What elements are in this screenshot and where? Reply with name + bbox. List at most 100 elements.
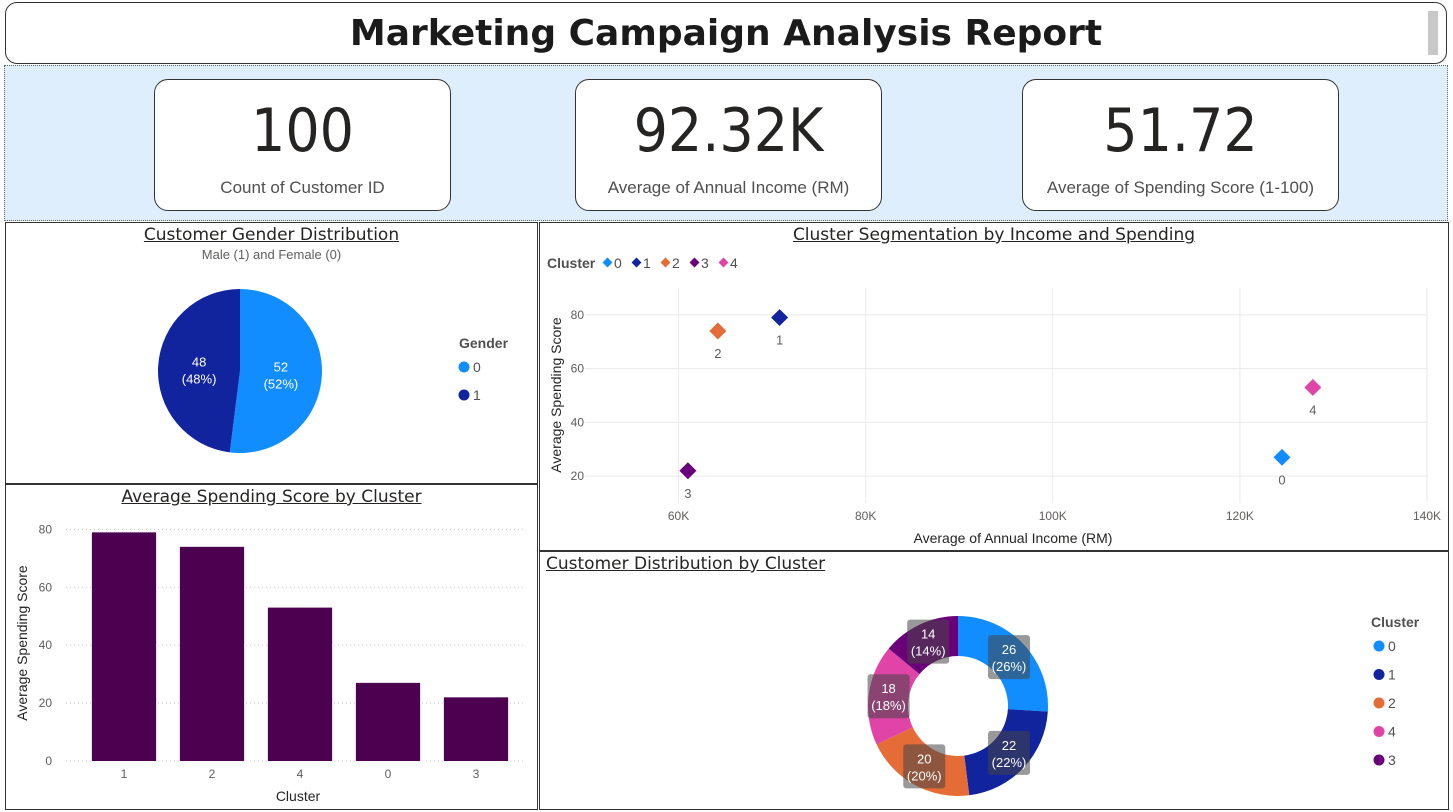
legend-marker-0 bbox=[1373, 640, 1385, 652]
kpi-value: 51.72 bbox=[1103, 96, 1258, 166]
slice-percent-label: (48%) bbox=[182, 371, 217, 386]
y-tick-label: 0 bbox=[45, 754, 52, 768]
kpi-label: Average of Spending Score (1-100) bbox=[1046, 178, 1315, 197]
y-tick-label: 80 bbox=[39, 522, 53, 536]
y-tick-label: 80 bbox=[571, 308, 585, 322]
point-label: 1 bbox=[776, 333, 783, 348]
legend-marker-3 bbox=[689, 257, 700, 268]
gender-distribution-panel[interactable]: Customer Gender Distribution Male (1) an… bbox=[5, 222, 538, 484]
legend-marker-0 bbox=[458, 361, 470, 373]
spending-bar-chart: Cluster Average Spending Score 020406080… bbox=[14, 522, 526, 804]
kpi-value: 100 bbox=[250, 96, 354, 166]
bar-cluster-2 bbox=[179, 546, 245, 761]
x-tick-label: 80K bbox=[855, 509, 876, 523]
slice-label-background bbox=[867, 674, 910, 719]
x-tick-label: 60K bbox=[668, 509, 689, 523]
slice-percent-label: (20%) bbox=[907, 768, 942, 783]
legend-label-1: 1 bbox=[473, 387, 481, 403]
y-tick-label: 60 bbox=[571, 362, 585, 376]
report-title-bar: Marketing Campaign Analysis Report bbox=[5, 2, 1447, 64]
panel-title: Customer Distribution by Cluster bbox=[546, 554, 826, 574]
kpi-card-customer-count[interactable]: 100 Count of Customer ID bbox=[154, 79, 451, 211]
scatter-point-cluster-2 bbox=[709, 322, 727, 340]
slice-value-label: 20 bbox=[917, 751, 931, 766]
legend-title: Cluster bbox=[1371, 614, 1420, 630]
legend-marker-3 bbox=[1373, 754, 1385, 766]
legend-title: Gender bbox=[459, 335, 509, 351]
slice-label-background bbox=[903, 744, 946, 789]
spending-by-cluster-panel[interactable]: Average Spending Score by Cluster Cluste… bbox=[5, 484, 538, 810]
legend-label-3: 3 bbox=[1388, 752, 1396, 768]
panel-title: Average Spending Score by Cluster bbox=[121, 487, 422, 507]
legend-label-2: 2 bbox=[672, 255, 680, 271]
bar-cluster-0 bbox=[355, 682, 421, 761]
bar-cluster-1 bbox=[91, 532, 157, 761]
point-label: 0 bbox=[1278, 472, 1285, 487]
x-tick-label: 1 bbox=[121, 767, 128, 781]
legend-marker-2 bbox=[660, 257, 671, 268]
legend-label-1: 1 bbox=[1388, 667, 1396, 683]
slice-value-label: 14 bbox=[921, 627, 935, 642]
y-tick-label: 40 bbox=[39, 638, 53, 652]
cluster-segmentation-panel[interactable]: Cluster Segmentation by Income and Spend… bbox=[539, 222, 1449, 551]
point-label: 3 bbox=[684, 486, 691, 501]
slice-percent-label: (22%) bbox=[992, 755, 1027, 770]
x-tick-label: 3 bbox=[473, 767, 480, 781]
legend-label-4: 4 bbox=[1388, 724, 1396, 740]
slice-value-label: 22 bbox=[1002, 738, 1016, 753]
kpi-label: Average of Annual Income (RM) bbox=[607, 178, 850, 197]
x-tick-label: 2 bbox=[209, 767, 216, 781]
legend-marker-2 bbox=[1373, 697, 1385, 709]
pie-slice-1 bbox=[157, 289, 240, 453]
slice-percent-label: (26%) bbox=[992, 659, 1027, 674]
point-label: 2 bbox=[714, 346, 721, 361]
report-title: Marketing Campaign Analysis Report bbox=[349, 12, 1103, 54]
pie-slice-0 bbox=[229, 289, 322, 453]
slice-percent-label: (18%) bbox=[871, 698, 906, 713]
panel-title: Customer Gender Distribution bbox=[143, 225, 400, 245]
legend-marker-4 bbox=[718, 257, 729, 268]
legend-marker-1 bbox=[631, 257, 642, 268]
kpi-card-avg-income[interactable]: 92.32K Average of Annual Income (RM) bbox=[575, 79, 882, 211]
legend-label-4: 4 bbox=[730, 255, 738, 271]
panel-subtitle: Male (1) and Female (0) bbox=[201, 247, 342, 262]
y-tick-label: 20 bbox=[39, 696, 53, 710]
y-tick-label: 40 bbox=[571, 415, 585, 429]
x-tick-label: 120K bbox=[1226, 509, 1254, 523]
cluster-donut-chart: Cluster 26(26%)22(22%)20(20%)18(18%)14(1… bbox=[867, 614, 1420, 796]
x-tick-label: 140K bbox=[1413, 509, 1441, 523]
bar-cluster-4 bbox=[267, 607, 333, 761]
y-tick-label: 20 bbox=[571, 469, 585, 483]
legend-label-2: 2 bbox=[1388, 695, 1396, 711]
kpi-card-avg-spending[interactable]: 51.72 Average of Spending Score (1-100) bbox=[1022, 79, 1339, 211]
point-label: 4 bbox=[1309, 402, 1316, 417]
scrollbar-thumb[interactable] bbox=[1428, 11, 1438, 55]
legend-label-0: 0 bbox=[1388, 638, 1396, 654]
slice-value-label: 52 bbox=[274, 360, 288, 375]
x-axis-title: Average of Annual Income (RM) bbox=[914, 530, 1113, 546]
x-tick-label: 0 bbox=[385, 767, 392, 781]
cluster-scatter-chart: Cluster Average of Annual Income (RM) Av… bbox=[547, 255, 1441, 546]
slice-label-background bbox=[907, 619, 950, 664]
scatter-point-cluster-0 bbox=[1273, 448, 1291, 466]
scatter-point-cluster-1 bbox=[771, 309, 789, 327]
slice-value-label: 18 bbox=[881, 681, 895, 696]
slice-label-background bbox=[988, 635, 1031, 680]
y-tick-label: 60 bbox=[39, 580, 53, 594]
scatter-point-cluster-3 bbox=[679, 462, 697, 480]
cluster-distribution-panel[interactable]: Customer Distribution by Cluster Cluster… bbox=[539, 551, 1449, 810]
legend-label-0: 0 bbox=[473, 359, 481, 375]
scatter-point-cluster-4 bbox=[1304, 378, 1322, 396]
slice-value-label: 26 bbox=[1002, 642, 1016, 657]
slice-percent-label: (52%) bbox=[264, 377, 299, 392]
legend-title: Cluster bbox=[547, 255, 596, 271]
legend-label-3: 3 bbox=[701, 255, 709, 271]
legend-marker-1 bbox=[1373, 669, 1385, 680]
x-tick-label: 100K bbox=[1039, 509, 1067, 523]
bar-cluster-3 bbox=[443, 697, 509, 761]
slice-label-background bbox=[988, 730, 1031, 775]
legend-marker-1 bbox=[458, 389, 470, 401]
kpi-band: 100 Count of Customer ID 92.32K Average … bbox=[4, 65, 1448, 221]
slice-percent-label: (14%) bbox=[911, 644, 946, 659]
y-axis-title: Average Spending Score bbox=[14, 565, 30, 721]
